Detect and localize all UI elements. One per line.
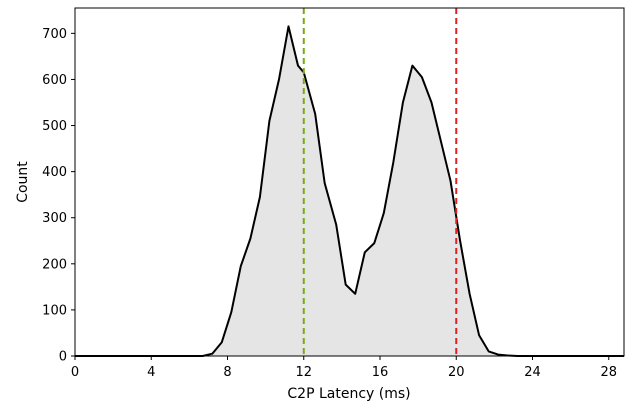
y-axis-ticks: 0 100 200 300 400 500 600 700 — [42, 27, 75, 365]
reference-lines — [302, 8, 458, 356]
y-tick-label: 300 — [42, 211, 67, 226]
x-axis-label: C2P Latency (ms) — [287, 386, 410, 402]
y-tick-label: 500 — [42, 119, 67, 134]
x-tick-label: 16 — [372, 365, 389, 380]
x-tick-label: 28 — [600, 365, 617, 380]
y-tick-label: 200 — [42, 257, 67, 272]
plot-area — [74, 7, 625, 357]
x-tick-label: 8 — [223, 365, 231, 380]
y-axis-label: Count — [15, 161, 31, 203]
area-fill — [75, 26, 624, 357]
x-tick-label: 4 — [147, 365, 155, 380]
y-tick-label: 600 — [42, 73, 67, 88]
x-tick-label: 0 — [71, 365, 79, 380]
plot-frame — [74, 7, 625, 357]
y-tick-label: 100 — [42, 303, 67, 318]
x-tick-label: 12 — [295, 365, 312, 380]
y-tick-label: 400 — [42, 165, 67, 180]
y-tick-label: 0 — [59, 350, 67, 365]
y-tick-label: 700 — [42, 27, 67, 42]
x-tick-label: 24 — [524, 365, 541, 380]
x-axis-ticks: 0 4 8 12 16 20 24 28 — [71, 356, 617, 380]
x-tick-label: 20 — [448, 365, 465, 380]
